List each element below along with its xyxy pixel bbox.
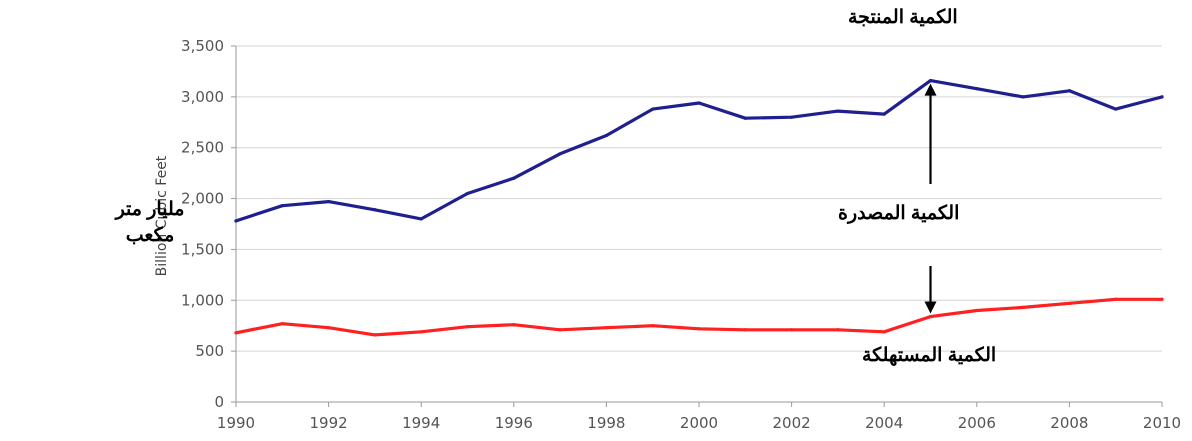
y-axis-label-arabic: مليار متر مكعب	[115, 199, 185, 246]
data-point	[651, 324, 655, 328]
data-point	[465, 191, 470, 196]
y-tick-label: 2,500	[181, 139, 224, 157]
arrow-down-head	[924, 301, 937, 314]
data-point	[234, 331, 238, 335]
data-point	[1021, 95, 1025, 99]
arrow-up-head	[924, 83, 937, 96]
data-point	[558, 328, 562, 332]
data-point	[975, 87, 979, 91]
x-tick-label: 1990	[217, 414, 255, 432]
data-point	[280, 322, 284, 326]
data-point	[975, 308, 979, 313]
x-tick-label: 2006	[958, 414, 996, 432]
x-tick-labels: 1990 1992 1994 1996 1998 2000 2002 2004 2006 2008…	[217, 414, 1181, 432]
exported-arrows	[924, 83, 937, 314]
data-point	[790, 115, 794, 119]
data-point	[1160, 297, 1164, 301]
data-point	[928, 78, 933, 83]
x-tick-label: 1994	[402, 414, 440, 432]
data-point	[327, 326, 331, 330]
axes	[231, 45, 1163, 407]
data-point	[419, 217, 423, 221]
data-point	[743, 328, 747, 332]
data-point	[419, 330, 423, 334]
data-point	[651, 107, 655, 111]
y-tick-label: 1,500	[181, 240, 224, 258]
data-point	[465, 325, 470, 329]
data-point	[697, 101, 701, 105]
data-point	[234, 219, 238, 223]
x-tick-label: 2008	[1050, 414, 1088, 432]
data-point	[1067, 89, 1071, 93]
data-point	[882, 330, 886, 334]
x-tick-label: 1998	[587, 414, 625, 432]
data-point	[604, 326, 609, 330]
annotation-exported: الكمية المصدرة	[838, 203, 960, 224]
series-label-consumed: الكمية المستهلكة	[862, 345, 997, 366]
data-point	[558, 152, 562, 156]
series-lines	[234, 78, 1164, 337]
x-tick-label: 1996	[495, 414, 533, 432]
data-point	[743, 116, 747, 120]
data-point	[1114, 107, 1118, 111]
data-point	[373, 333, 377, 337]
data-point	[928, 314, 933, 319]
x-tick-label: 2000	[680, 414, 718, 432]
x-tick-label: 2010	[1143, 414, 1181, 432]
x-tick-label: 2004	[865, 414, 903, 432]
data-point	[697, 327, 701, 331]
x-tick-label: 2002	[773, 414, 811, 432]
data-point	[512, 176, 516, 180]
data-point	[1067, 301, 1071, 305]
data-point	[790, 328, 794, 332]
data-point	[882, 112, 886, 116]
y-tick-label: 3,500	[181, 37, 224, 55]
series-label-produced: الكمية المنتجة	[848, 7, 958, 28]
data-point	[327, 200, 331, 204]
data-point	[512, 323, 516, 327]
y-tick-label: 1,000	[181, 291, 224, 309]
data-point	[1160, 95, 1164, 99]
x-tick-label: 1992	[310, 414, 348, 432]
grid-lines	[236, 45, 1162, 352]
y-tick-labels: 0 500 1,000 1,500 2,000 2,500 3,000 3,500	[181, 37, 224, 411]
data-point	[836, 109, 840, 113]
y-tick-label: 500	[195, 342, 224, 360]
data-point	[373, 208, 377, 212]
y-tick-label: 0	[214, 393, 224, 411]
data-point	[836, 328, 840, 332]
data-point	[604, 133, 609, 138]
y-tick-label: 3,000	[181, 88, 224, 106]
y-tick-label: 2,000	[181, 190, 224, 208]
data-point	[1021, 305, 1025, 310]
data-point	[280, 204, 284, 208]
data-point	[1114, 297, 1118, 301]
